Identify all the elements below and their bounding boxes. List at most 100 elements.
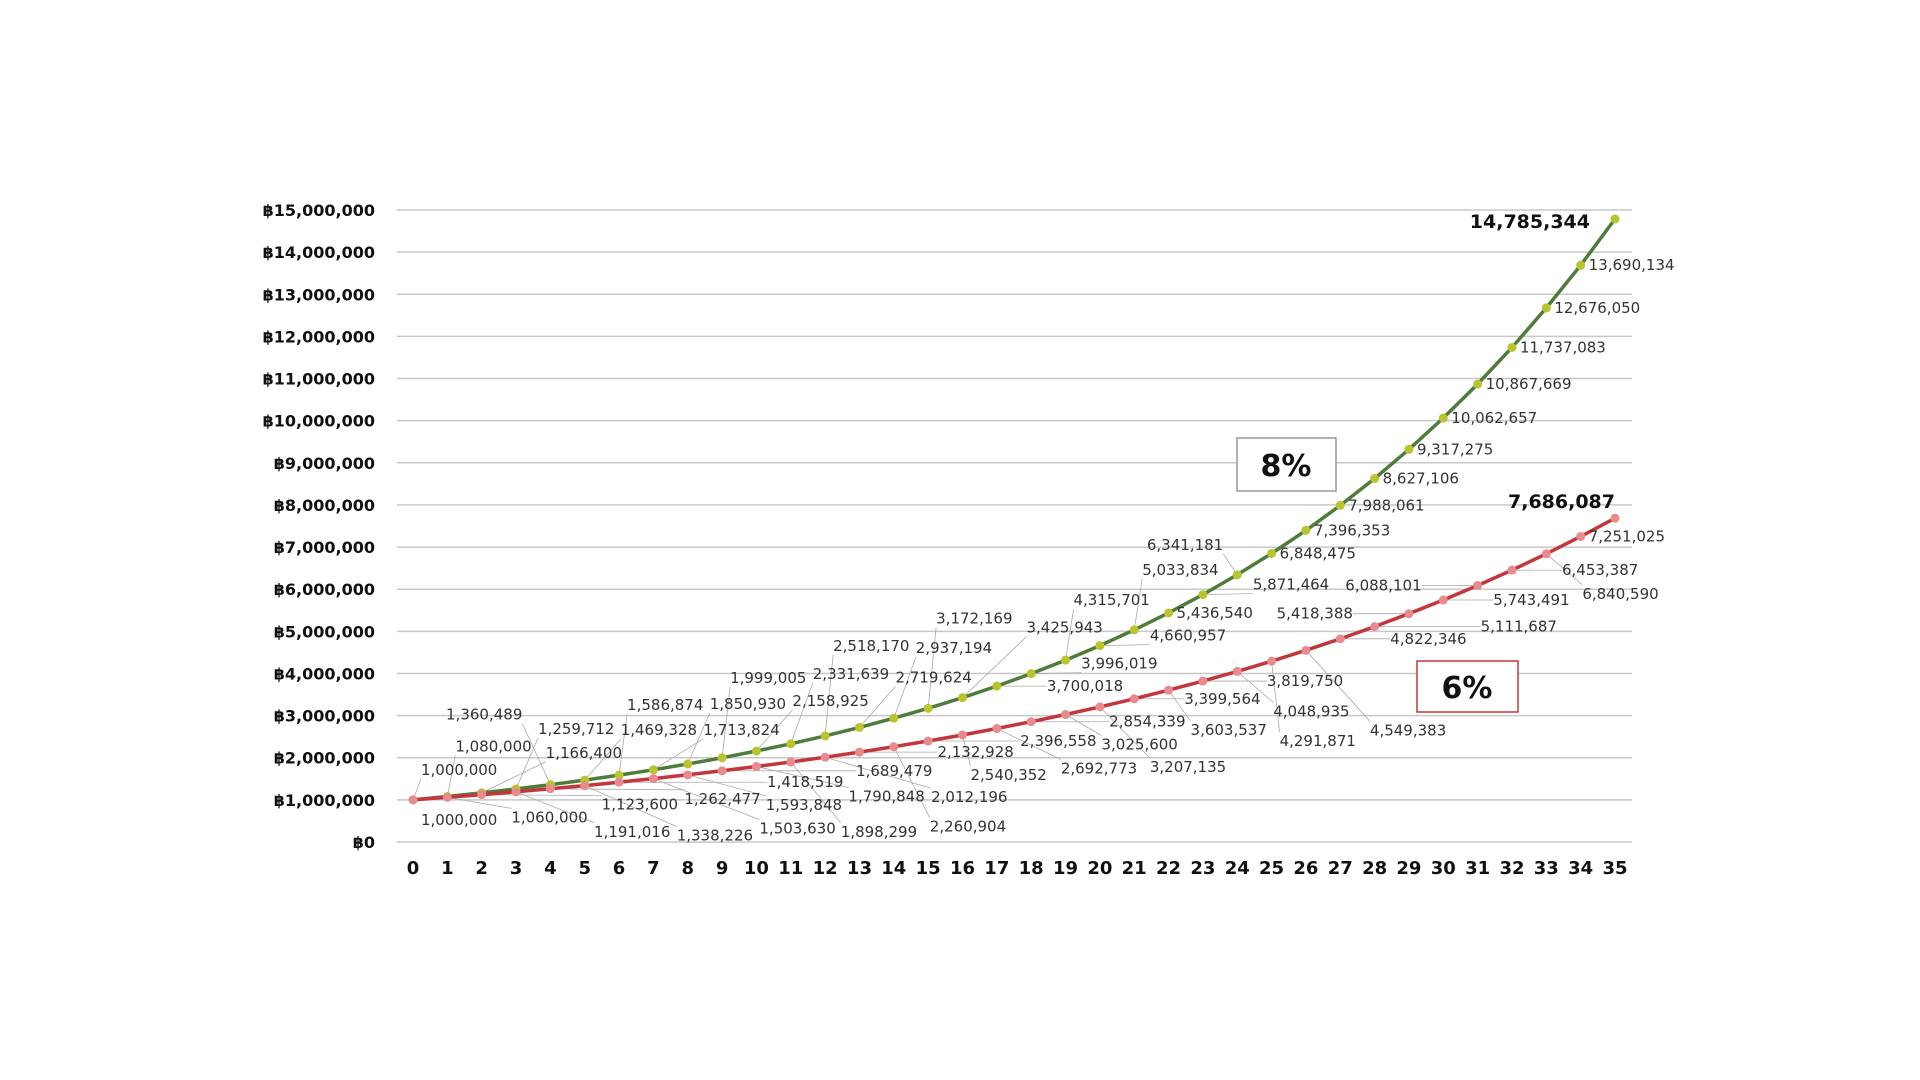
data-label: 1,262,477 [684, 790, 760, 808]
data-label: 2,012,196 [931, 788, 1007, 806]
data-point [1026, 717, 1036, 727]
x-tick-label: 26 [1293, 858, 1318, 879]
data-point [1370, 622, 1380, 632]
data-label: 1,999,005 [730, 669, 806, 687]
x-tick-label: 7 [647, 858, 660, 879]
y-tick-label: ฿14,000,000 [263, 243, 375, 262]
data-label: 2,158,925 [792, 692, 868, 710]
data-label: 2,132,928 [937, 743, 1013, 761]
data-point [580, 781, 590, 791]
x-tick-label: 19 [1053, 858, 1078, 879]
data-label: 2,854,339 [1109, 713, 1185, 731]
leader-line [1133, 578, 1143, 630]
y-tick-label: ฿1,000,000 [274, 791, 375, 810]
leader-line [1271, 661, 1280, 733]
leader-line [653, 778, 760, 821]
leader-line [1099, 644, 1150, 647]
data-point [923, 703, 933, 713]
data-label: 1,418,519 [767, 773, 843, 791]
data-point [1198, 676, 1208, 686]
data-label: 1,060,000 [511, 808, 587, 826]
x-tick-label: 17 [984, 858, 1009, 879]
leader-line [687, 774, 766, 797]
data-label: 1,593,848 [766, 796, 842, 814]
y-tick-label: ฿2,000,000 [274, 749, 375, 768]
data-label: 3,399,564 [1184, 690, 1260, 708]
data-label: 1,689,479 [856, 762, 932, 780]
label-leader-lines [412, 553, 1583, 827]
data-label: 2,540,352 [970, 766, 1046, 784]
data-label: 3,603,537 [1191, 721, 1267, 739]
data-point [1164, 608, 1174, 618]
data-label: 1,338,226 [677, 827, 753, 845]
data-label: 3,425,943 [1026, 619, 1102, 637]
data-label: 3,025,600 [1102, 736, 1178, 754]
leader-line [859, 686, 896, 728]
data-label: 6,088,101 [1345, 576, 1421, 594]
data-point [1164, 685, 1174, 695]
data-label: 7,396,353 [1314, 521, 1390, 539]
x-tick-label: 20 [1087, 858, 1112, 879]
series-layer: 14,785,344 1,000,000 1,080,000 1,166,400 1,2… [408, 211, 1675, 845]
x-tick-label: 21 [1122, 858, 1147, 879]
x-tick-label: 24 [1225, 858, 1250, 879]
series-1: 7,686,087 1,000,000 1,060,000 1,123,600 1,19… [408, 491, 1665, 845]
x-tick-label: 35 [1602, 858, 1627, 879]
data-label: 1,191,016 [594, 823, 670, 841]
leader-line [687, 712, 711, 765]
data-label: 3,996,019 [1081, 655, 1157, 673]
data-point [1404, 609, 1414, 619]
data-label: 8,627,106 [1383, 470, 1459, 488]
data-label: 4,048,935 [1273, 702, 1349, 720]
leader-line [584, 785, 677, 827]
x-tick-label: 4 [544, 858, 557, 879]
data-point [545, 784, 555, 794]
data-label: 6,341,181 [1147, 536, 1223, 554]
x-tick-label: 8 [681, 858, 694, 879]
leader-line [1065, 714, 1102, 736]
data-label: 2,518,170 [833, 637, 909, 655]
data-point [1438, 413, 1448, 423]
data-point [1335, 634, 1345, 644]
data-point [820, 752, 830, 762]
data-label: 3,819,750 [1267, 672, 1343, 690]
leader-line [446, 755, 456, 797]
leader-line [893, 657, 917, 719]
series-0: 14,785,344 1,000,000 1,080,000 1,166,400 1,2… [408, 211, 1675, 805]
leader-line [1065, 609, 1074, 661]
data-point [1473, 379, 1483, 389]
data-point [1541, 303, 1551, 313]
leader-line [893, 746, 931, 818]
data-point [820, 731, 830, 741]
y-tick-label: ฿10,000,000 [263, 412, 375, 431]
data-point [854, 722, 864, 732]
data-point [1335, 500, 1345, 510]
data-point [614, 770, 624, 780]
leader-line [962, 734, 971, 767]
final-value-label: 14,785,344 [1470, 211, 1590, 233]
leader-line [1168, 689, 1191, 722]
data-point [1301, 525, 1311, 535]
leader-line [962, 636, 1027, 698]
leader-line [1202, 593, 1253, 596]
leader-line [447, 796, 512, 809]
x-tick-label: 10 [744, 858, 769, 879]
data-point [1198, 590, 1208, 600]
data-label: 7,251,025 [1589, 527, 1665, 545]
data-point [1473, 580, 1483, 590]
x-tick-label: 30 [1431, 858, 1456, 879]
data-point [442, 792, 452, 802]
leader-line [996, 728, 1062, 760]
series-line [412, 217, 1617, 802]
data-label: 11,737,083 [1520, 338, 1606, 356]
data-point [751, 762, 761, 772]
data-point [1267, 656, 1277, 666]
data-point [889, 713, 899, 723]
x-tick-label: 15 [916, 858, 941, 879]
y-axis-ticks: ฿0 ฿1,000,000 ฿2,000,000 ฿3,000,000 ฿4,000,0… [263, 201, 375, 852]
data-label: 4,549,383 [1370, 721, 1446, 739]
data-point [1095, 641, 1105, 651]
x-tick-label: 22 [1156, 858, 1181, 879]
data-label: 4,660,957 [1150, 627, 1226, 645]
